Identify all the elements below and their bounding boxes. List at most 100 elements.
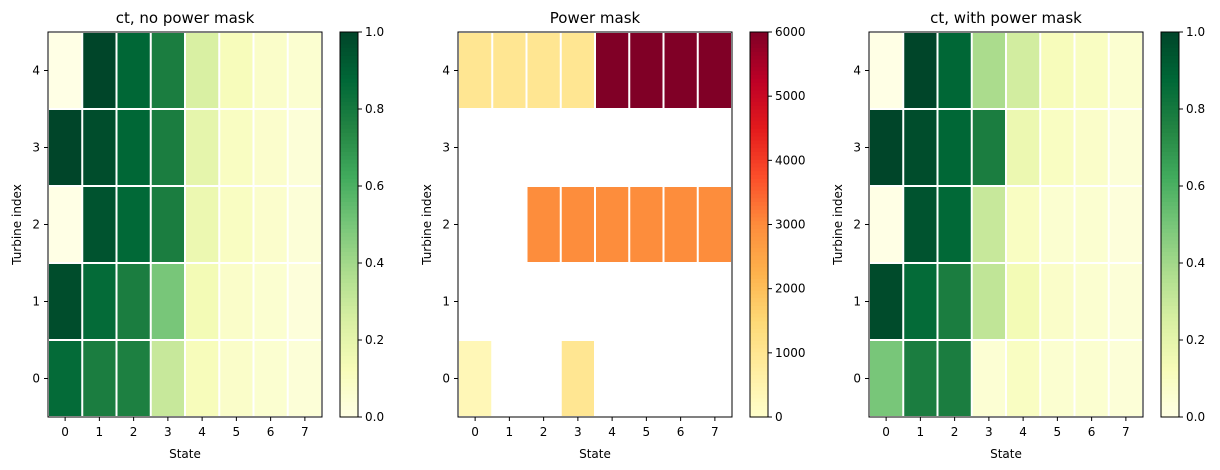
heatmap-cell	[972, 187, 1005, 262]
colorbar-segment	[750, 193, 768, 199]
heatmap-cell	[938, 341, 971, 416]
y-tick-label: 1	[853, 295, 861, 309]
heatmap-cell	[493, 33, 526, 108]
x-tick-label: 0	[471, 425, 479, 439]
heatmap-panel-0: ct, no power mask 0 1 2 3 4 5 6 7 0 1 2 3 4 State Turbi…	[10, 9, 384, 461]
heatmap-cell	[1109, 187, 1142, 262]
colorbar-segment	[1161, 116, 1179, 122]
colorbar-segment	[1161, 143, 1179, 149]
colorbar-segment	[1161, 309, 1179, 314]
colorbar-segment	[340, 278, 358, 283]
colorbar-segment	[1161, 332, 1179, 337]
heatmap-cell	[186, 341, 219, 416]
colorbar-segment	[340, 309, 358, 314]
colorbar-segment	[750, 139, 768, 145]
colorbar-segment	[750, 205, 768, 210]
heatmap-cell	[1075, 341, 1108, 416]
colorbar-segment	[340, 243, 358, 249]
colorbar-frame	[339, 31, 359, 418]
colorbar-segment	[750, 305, 768, 310]
colorbar-segment	[340, 270, 358, 276]
colorbar-segment	[1161, 170, 1179, 176]
colorbar-segment	[340, 336, 358, 341]
colorbar-segment	[340, 62, 358, 68]
colorbar-tick-label: 0.0	[1186, 410, 1205, 424]
colorbar-segment	[1161, 78, 1179, 83]
colorbar-segment	[1161, 166, 1179, 172]
heatmap-cell	[83, 341, 116, 416]
heatmap-cell	[870, 264, 903, 339]
heatmap-cell	[254, 33, 287, 108]
heatmap-cell	[220, 187, 253, 262]
colorbar-segment	[340, 66, 358, 72]
colorbar-segment	[750, 135, 768, 141]
colorbar-segment	[1161, 251, 1179, 256]
heatmap-cell	[49, 110, 82, 185]
heatmap-cell	[527, 187, 560, 262]
colorbar-segment	[750, 378, 768, 383]
colorbar-segment	[750, 170, 768, 176]
colorbar-segment	[750, 293, 768, 299]
x-tick-label: 0	[61, 425, 69, 439]
colorbar-segment	[1161, 105, 1179, 110]
heatmap-cell	[904, 187, 937, 262]
colorbar-segment	[750, 259, 768, 264]
heatmap-cell	[254, 264, 287, 339]
colorbar-segment	[750, 105, 768, 110]
colorbar-segment	[1161, 85, 1179, 91]
heatmap-cell	[254, 110, 287, 185]
colorbar-segment	[750, 370, 768, 376]
colorbar-segment	[1161, 174, 1179, 179]
y-tick-label: 2	[442, 218, 450, 232]
colorbar-segment	[340, 378, 358, 383]
colorbar-segment	[1161, 297, 1179, 303]
colorbar-segment	[340, 39, 358, 45]
colorbar-segment	[340, 205, 358, 210]
colorbar-segment	[340, 51, 358, 56]
colorbar-segment	[340, 343, 358, 349]
colorbar-segment	[1161, 382, 1179, 387]
colorbar-segment	[750, 197, 768, 202]
heatmap-cell	[1075, 264, 1108, 339]
colorbar-segment	[340, 112, 358, 118]
colorbar-segment	[340, 197, 358, 202]
colorbar-segment	[340, 286, 358, 291]
heatmap-cell	[151, 341, 184, 416]
colorbar-segment	[340, 232, 358, 237]
heatmap-cell	[561, 33, 594, 108]
colorbar-segment	[340, 347, 358, 353]
colorbar-segment	[1161, 70, 1179, 75]
colorbar-segment	[1161, 232, 1179, 237]
colorbar-segment	[750, 58, 768, 64]
colorbar-segment	[750, 132, 768, 137]
heatmap-cell	[49, 187, 82, 262]
colorbar-segment	[340, 32, 358, 37]
x-tick-label: 0	[882, 425, 890, 439]
colorbar-segment	[750, 309, 768, 314]
chart-title: Power mask	[550, 9, 641, 27]
colorbar-segment	[340, 390, 358, 395]
colorbar-segment	[750, 189, 768, 195]
x-tick-label: 4	[608, 425, 616, 439]
colorbar-segment	[1161, 320, 1179, 326]
colorbar-segment	[1161, 286, 1179, 291]
colorbar-segment	[340, 228, 358, 233]
colorbar-segment	[750, 374, 768, 380]
colorbar-segment	[750, 405, 768, 410]
colorbar-segment	[1161, 247, 1179, 253]
colorbar-segment	[750, 282, 768, 287]
colorbar-segment	[340, 393, 358, 399]
colorbar-segment	[750, 182, 768, 187]
colorbar-segment	[340, 263, 358, 268]
heatmap-cell	[83, 264, 116, 339]
colorbar-segment	[340, 135, 358, 141]
colorbar-segment	[340, 359, 358, 364]
colorbar-segment	[1161, 93, 1179, 99]
colorbar-segment	[340, 405, 358, 410]
colorbar-segment	[1161, 263, 1179, 268]
colorbar-segment	[1161, 58, 1179, 64]
colorbar-segment	[750, 47, 768, 52]
colorbar-segment	[340, 274, 358, 279]
x-tick-label: 3	[164, 425, 172, 439]
heatmap-cell	[254, 187, 287, 262]
